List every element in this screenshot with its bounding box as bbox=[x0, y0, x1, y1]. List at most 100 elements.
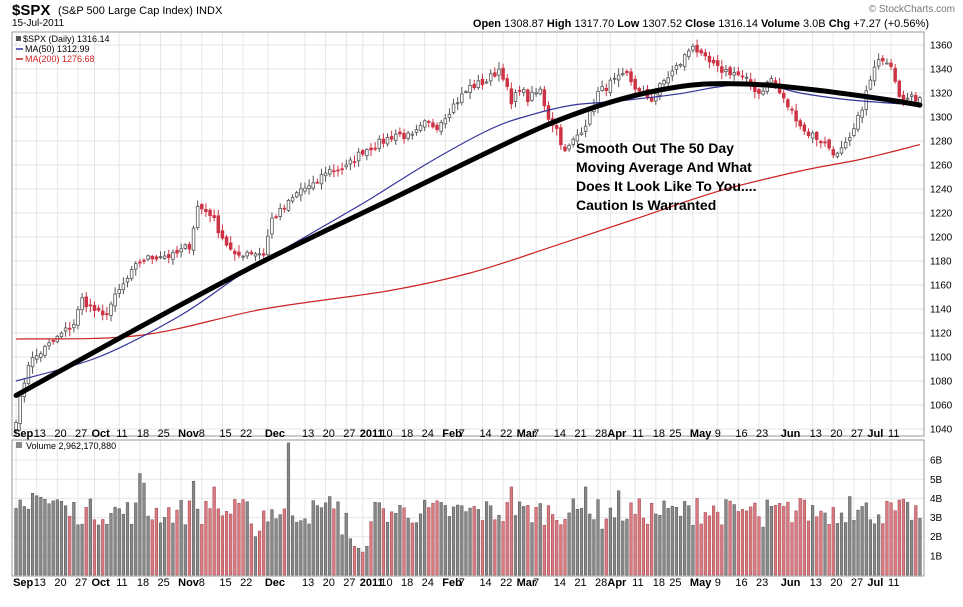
price-tick-label: 1240 bbox=[930, 185, 953, 196]
candle-body bbox=[96, 307, 101, 311]
volume-bar bbox=[678, 515, 683, 576]
candle-body bbox=[897, 80, 902, 97]
date-tick-label: 11 bbox=[632, 428, 643, 440]
volume-bar bbox=[641, 517, 646, 576]
candle bbox=[377, 135, 382, 152]
candle bbox=[868, 75, 873, 91]
candle-body bbox=[105, 313, 109, 316]
candle-body bbox=[76, 309, 80, 326]
volume-bar bbox=[229, 513, 233, 576]
volume-bar bbox=[637, 498, 641, 576]
candle-body bbox=[195, 206, 200, 228]
volume-bar bbox=[439, 502, 443, 576]
volume-bar bbox=[604, 518, 608, 576]
date-tick-label: 13 bbox=[810, 577, 822, 589]
volume-bar bbox=[629, 502, 633, 576]
candle-body bbox=[344, 164, 348, 168]
candle-body bbox=[142, 259, 146, 262]
candle-body bbox=[303, 187, 307, 192]
volume-label: Volume bbox=[761, 18, 800, 30]
volume-bar bbox=[740, 509, 745, 576]
volume-bar bbox=[509, 486, 513, 576]
candle bbox=[51, 338, 55, 345]
low-value: 1307.52 bbox=[642, 18, 683, 30]
candle bbox=[451, 98, 456, 115]
volume-bar bbox=[864, 502, 868, 576]
candle-body bbox=[266, 235, 270, 256]
candle-body bbox=[34, 355, 39, 360]
candle bbox=[249, 249, 254, 256]
candle bbox=[563, 143, 567, 153]
brand-label: © StockCharts.com bbox=[868, 4, 955, 15]
candle bbox=[876, 53, 881, 70]
candle bbox=[757, 88, 761, 100]
volume-bar bbox=[662, 500, 666, 576]
candle-body bbox=[571, 138, 575, 145]
candle-body bbox=[835, 152, 840, 157]
candle bbox=[674, 62, 679, 75]
date-tick-label: 21 bbox=[574, 577, 586, 589]
candle bbox=[497, 62, 501, 82]
date-tick-label: 15 bbox=[219, 428, 231, 440]
candle-body bbox=[377, 138, 382, 149]
volume-bar bbox=[546, 505, 551, 576]
price-tick-label: 1280 bbox=[930, 137, 953, 148]
volume-bar bbox=[398, 505, 402, 576]
candle bbox=[208, 208, 212, 223]
candle-body bbox=[67, 327, 72, 330]
volume-bar bbox=[732, 504, 736, 576]
date-axis-labels-price: Sep 13 20 27 Oct 11 18 25 Nov 8 15 22 Dec 13 20 27 20111… bbox=[13, 428, 899, 440]
volume-bar bbox=[299, 520, 303, 576]
date-tick-label: 11 bbox=[888, 577, 899, 589]
volume-bar bbox=[819, 510, 823, 576]
date-tick-label: 20 bbox=[830, 577, 842, 589]
volume-bar bbox=[216, 508, 220, 576]
volume-bar bbox=[418, 513, 423, 576]
candle bbox=[443, 113, 448, 129]
volume-bar bbox=[187, 500, 192, 576]
candle bbox=[794, 103, 798, 128]
candle bbox=[365, 148, 369, 161]
volume-bar bbox=[130, 523, 134, 576]
volume-bar bbox=[212, 486, 216, 576]
candle-body bbox=[864, 90, 869, 110]
candle-body bbox=[261, 253, 266, 256]
date-tick-label: Jul bbox=[867, 428, 883, 440]
annotation-line-3: Does It Look Like To You.... bbox=[576, 178, 756, 194]
price-tick-label: 1140 bbox=[930, 305, 952, 316]
candle bbox=[707, 51, 712, 69]
candle-body bbox=[278, 207, 282, 217]
candle-body bbox=[740, 75, 745, 78]
candle-body bbox=[662, 80, 666, 85]
date-tick-label: Feb bbox=[442, 577, 462, 589]
candle-body bbox=[311, 182, 315, 189]
volume-bar bbox=[55, 499, 59, 576]
candle bbox=[583, 119, 588, 138]
candle bbox=[422, 119, 427, 132]
volume-bar bbox=[914, 505, 918, 576]
date-tick-label: 23 bbox=[756, 428, 768, 440]
volume-bar bbox=[736, 511, 740, 576]
candle-body bbox=[327, 169, 332, 175]
candle-body bbox=[216, 215, 221, 234]
candle-body bbox=[365, 149, 369, 157]
volume-bar bbox=[208, 508, 212, 576]
volume-bar bbox=[889, 502, 893, 576]
open-value: 1308.87 bbox=[504, 18, 544, 30]
candle-body bbox=[18, 395, 22, 425]
candle-body bbox=[505, 78, 509, 87]
volume-bar bbox=[158, 522, 163, 576]
candle bbox=[369, 143, 373, 157]
volume-bar bbox=[645, 523, 650, 576]
volume-bar bbox=[918, 518, 922, 576]
candle bbox=[278, 203, 282, 221]
candle-body bbox=[604, 87, 609, 91]
candle-body bbox=[831, 149, 836, 156]
candle-body bbox=[455, 102, 460, 105]
date-tick-label: 16 bbox=[735, 428, 747, 440]
candle-body bbox=[493, 72, 497, 77]
candle bbox=[381, 133, 386, 148]
volume-bar bbox=[559, 524, 563, 576]
volume-bar bbox=[596, 499, 600, 576]
candle-body bbox=[670, 70, 675, 77]
